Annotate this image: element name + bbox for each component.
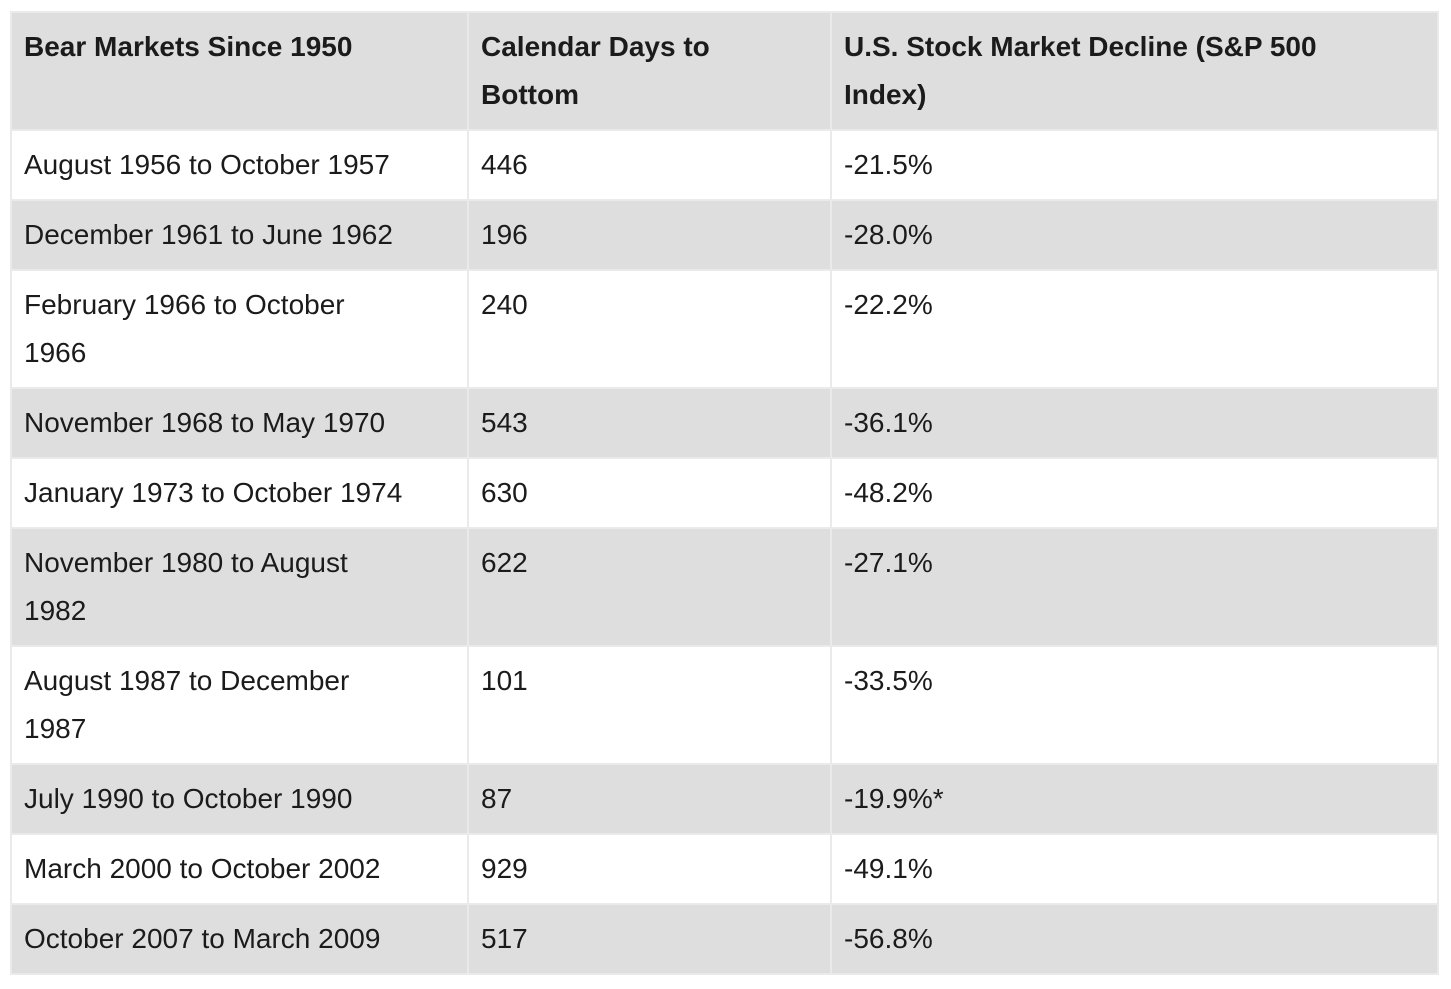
table-row: January 1973 to October 1974 630 -48.2% xyxy=(10,457,1439,529)
decline-cell: -48.2% xyxy=(830,457,1439,529)
table-header: Bear Markets Since 1950 Calendar Days to… xyxy=(10,11,1439,131)
period-cell: August 1956 to October 1957 xyxy=(10,129,469,201)
period-cell: November 1980 to August 1982 xyxy=(10,527,469,647)
bear-markets-table: Bear Markets Since 1950 Calendar Days to… xyxy=(10,11,1439,975)
period-cell: July 1990 to October 1990 xyxy=(10,763,469,835)
table-row: August 1956 to October 1957 446 -21.5% xyxy=(10,129,1439,201)
table-row: February 1966 to October 1966 240 -22.2% xyxy=(10,269,1439,389)
decline-cell: -19.9%* xyxy=(830,763,1439,835)
column-header-decline: U.S. Stock Market Decline (S&P 500 Index… xyxy=(830,11,1439,131)
table-row: November 1968 to May 1970 543 -36.1% xyxy=(10,387,1439,459)
decline-cell: -27.1% xyxy=(830,527,1439,647)
period-cell: October 2007 to March 2009 xyxy=(10,903,469,975)
period-cell: December 1961 to June 1962 xyxy=(10,199,469,271)
table-row: March 2000 to October 2002 929 -49.1% xyxy=(10,833,1439,905)
decline-cell: -36.1% xyxy=(830,387,1439,459)
days-cell: 622 xyxy=(467,527,832,647)
days-cell: 101 xyxy=(467,645,832,765)
period-cell: August 1987 to December 1987 xyxy=(10,645,469,765)
decline-cell: -33.5% xyxy=(830,645,1439,765)
table-body: August 1956 to October 1957 446 -21.5% Dece… xyxy=(10,129,1439,975)
days-cell: 196 xyxy=(467,199,832,271)
decline-cell: -28.0% xyxy=(830,199,1439,271)
days-cell: 240 xyxy=(467,269,832,389)
decline-cell: -49.1% xyxy=(830,833,1439,905)
table-row: July 1990 to October 1990 87 -19.9%* xyxy=(10,763,1439,835)
table-row: November 1980 to August 1982 622 -27.1% xyxy=(10,527,1439,647)
decline-cell: -22.2% xyxy=(830,269,1439,389)
days-cell: 929 xyxy=(467,833,832,905)
days-cell: 87 xyxy=(467,763,832,835)
days-cell: 446 xyxy=(467,129,832,201)
period-cell: March 2000 to October 2002 xyxy=(10,833,469,905)
decline-cell: -56.8% xyxy=(830,903,1439,975)
decline-cell: -21.5% xyxy=(830,129,1439,201)
column-header-days: Calendar Days to Bottom xyxy=(467,11,832,131)
period-cell: February 1966 to October 1966 xyxy=(10,269,469,389)
table-row: October 2007 to March 2009 517 -56.8% xyxy=(10,903,1439,975)
days-cell: 517 xyxy=(467,903,832,975)
column-header-period: Bear Markets Since 1950 xyxy=(10,11,469,131)
period-cell: November 1968 to May 1970 xyxy=(10,387,469,459)
table-row: August 1987 to December 1987 101 -33.5% xyxy=(10,645,1439,765)
header-row: Bear Markets Since 1950 Calendar Days to… xyxy=(10,11,1439,131)
days-cell: 630 xyxy=(467,457,832,529)
days-cell: 543 xyxy=(467,387,832,459)
period-cell: January 1973 to October 1974 xyxy=(10,457,469,529)
table-row: December 1961 to June 1962 196 -28.0% xyxy=(10,199,1439,271)
